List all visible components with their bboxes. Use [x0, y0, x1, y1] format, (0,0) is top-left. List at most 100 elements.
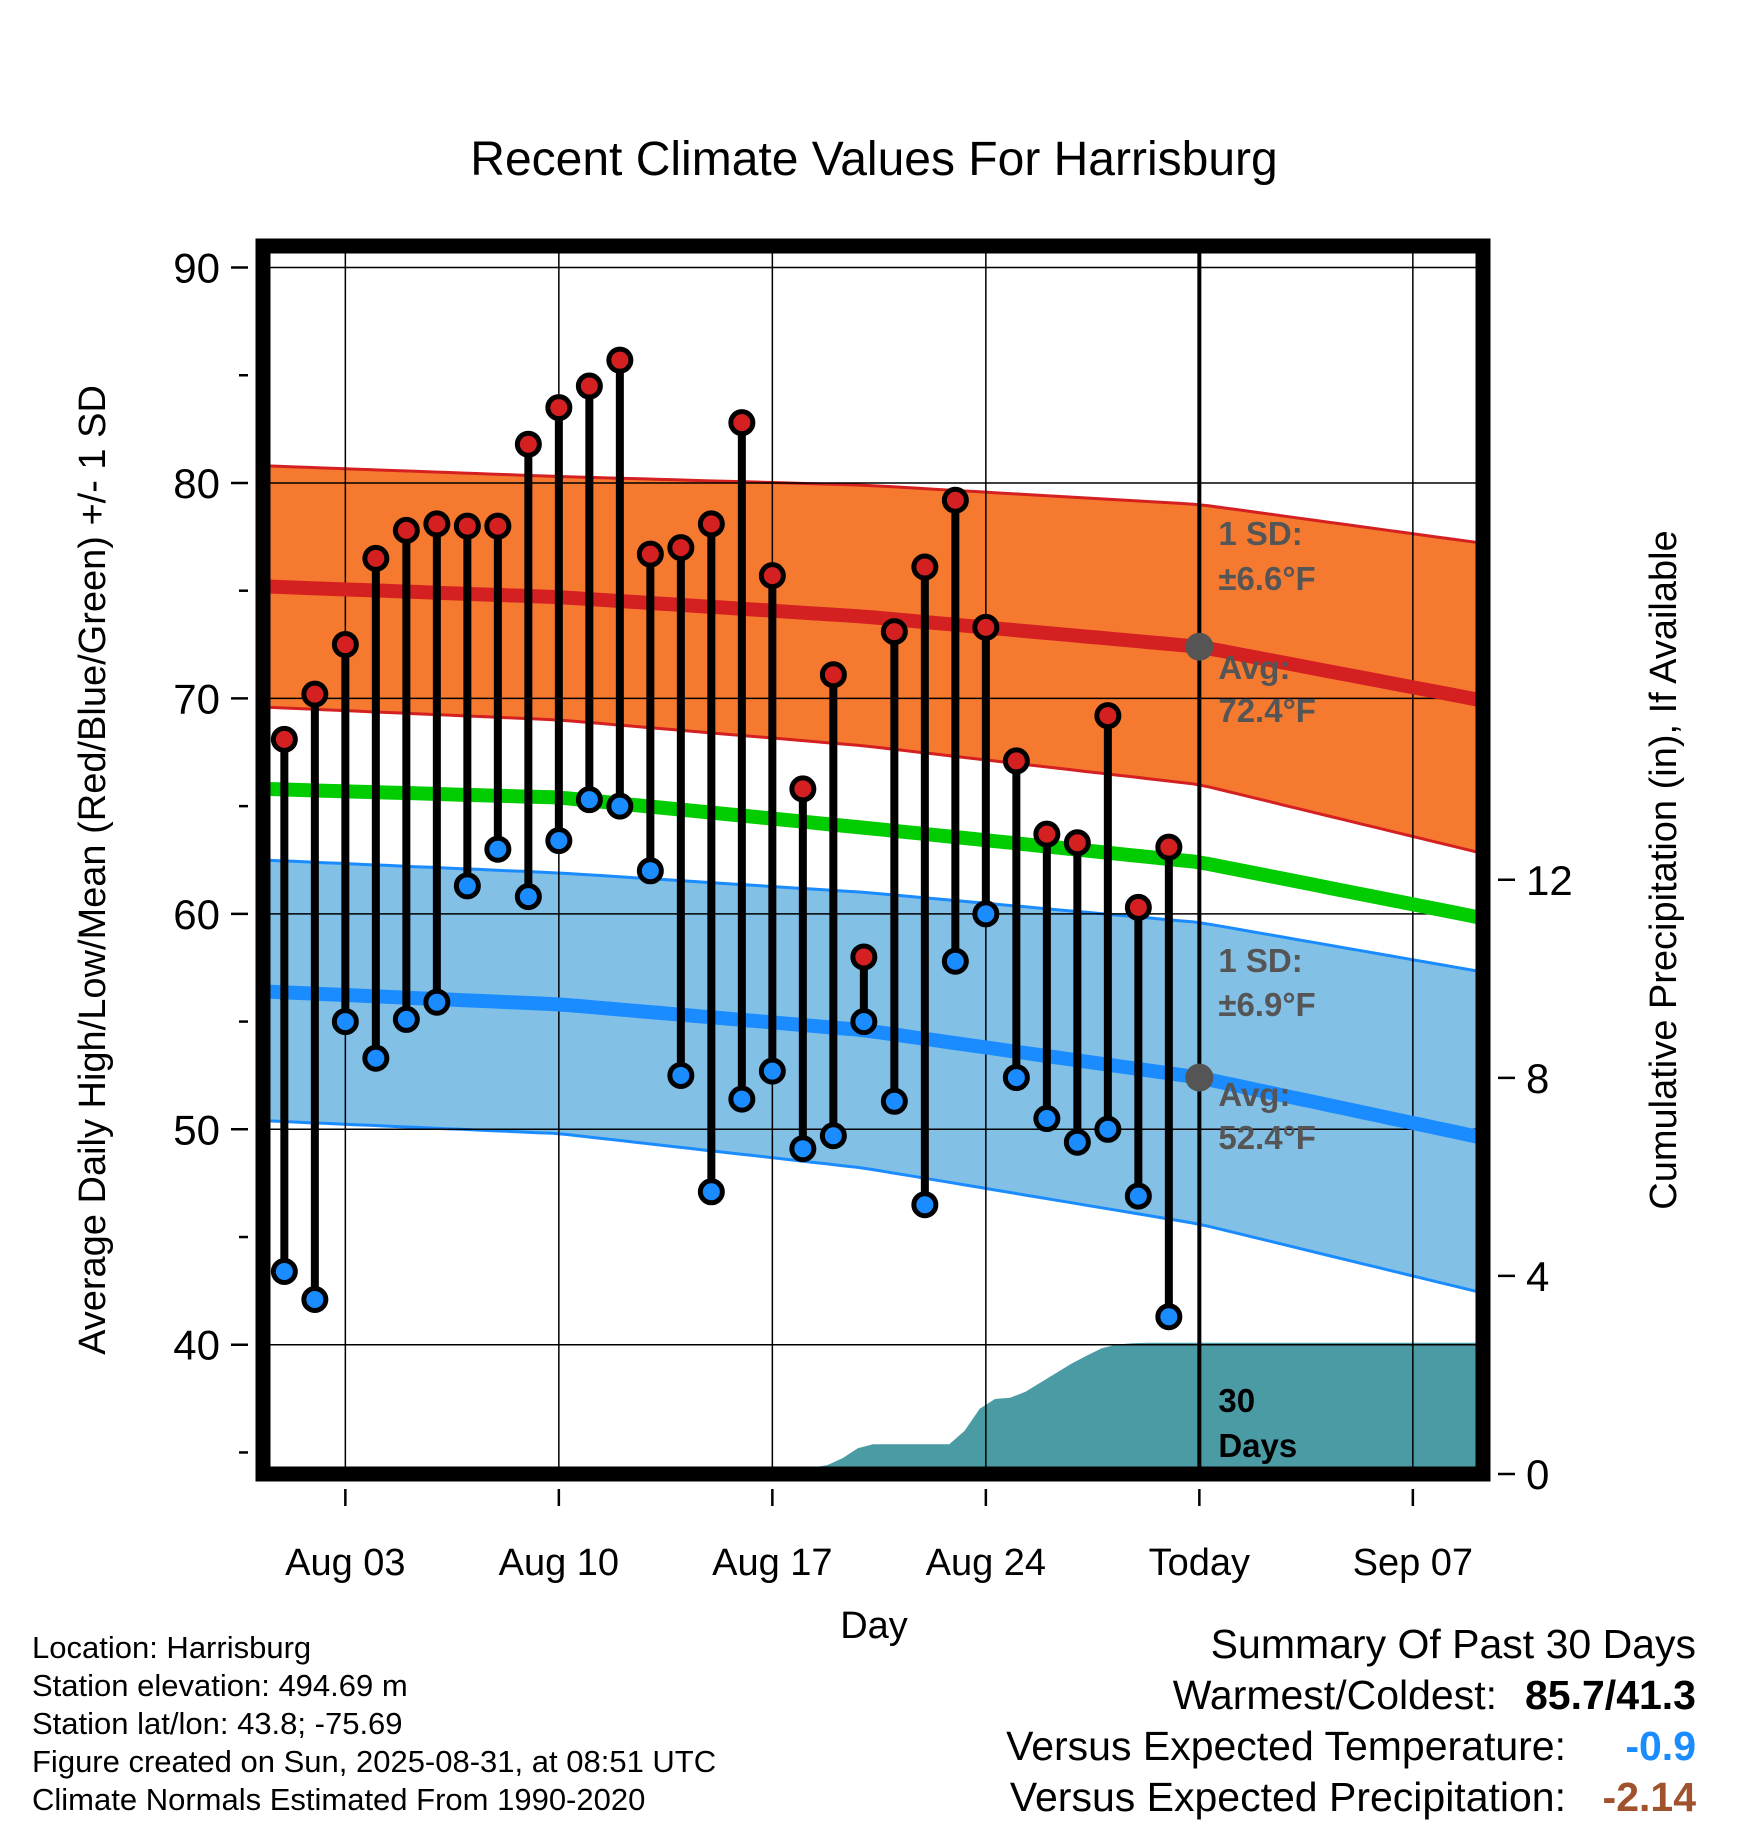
y-tick-label: 80 — [173, 460, 220, 507]
daily-high-point — [575, 372, 603, 400]
daily-high-point — [758, 562, 786, 590]
y2-tick-label: 4 — [1526, 1253, 1549, 1300]
daily-low-point — [911, 1191, 939, 1219]
daily-low-point — [392, 1005, 420, 1033]
high-sd-upper-line — [263, 464, 1483, 545]
warmest-label: Warmest/Coldest: — [1172, 1672, 1497, 1718]
daily-low-point — [270, 1257, 298, 1285]
daily-high-point — [1094, 702, 1122, 730]
daily-low-point — [1094, 1115, 1122, 1143]
low-avg-annotation-value: 52.4°F — [1218, 1119, 1316, 1156]
summary-panel: Summary Of Past 30 Days Warmest/Coldest:… — [1006, 1619, 1696, 1823]
normals-text: Climate Normals Estimated From 1990-2020 — [32, 1782, 646, 1817]
daily-high-point — [514, 430, 542, 458]
high-sd-annotation-value: ±6.6°F — [1218, 560, 1315, 597]
station-info: Location: Harrisburg Station elevation: … — [32, 1629, 716, 1819]
daily-high-point — [301, 680, 329, 708]
daily-high-point — [850, 943, 878, 971]
daily-low-point — [606, 792, 634, 820]
daily-high-point — [911, 553, 939, 581]
daily-low-point — [484, 835, 512, 863]
daily-low-point — [1002, 1064, 1030, 1092]
high-sd-annotation-label: 1 SD: — [1218, 515, 1302, 552]
daily-high-point — [1155, 833, 1183, 861]
daily-low-point — [789, 1135, 817, 1163]
daily-low-point — [1063, 1128, 1091, 1156]
y2-axis-label: Cumulative Precipitation (in), If Availa… — [1643, 530, 1685, 1209]
daily-high-point — [728, 409, 756, 437]
daily-high-point — [636, 540, 664, 568]
temp-vs-expected-value: -0.9 — [1625, 1723, 1696, 1769]
elevation-text: Station elevation: 494.69 m — [32, 1668, 408, 1703]
warmest-value: 85.7/41.3 — [1525, 1672, 1696, 1718]
daily-low-point — [331, 1008, 359, 1036]
daily-low-point — [667, 1061, 695, 1089]
daily-low-point — [880, 1087, 908, 1115]
daily-low-point — [301, 1285, 329, 1313]
x-tick-label: Aug 03 — [285, 1542, 405, 1584]
chart-title: Recent Climate Values For Harrisburg — [470, 133, 1277, 186]
precip-vs-expected-value: -2.14 — [1602, 1774, 1696, 1820]
days-annotation-label: Days — [1218, 1427, 1297, 1464]
latlon-text: Station lat/lon: 43.8; -75.69 — [32, 1706, 403, 1741]
created-text: Figure created on Sun, 2025-08-31, at 08… — [32, 1744, 717, 1779]
high-sd-band — [263, 465, 1483, 854]
precip-vs-expected-label: Versus Expected Precipitation: — [1009, 1774, 1566, 1820]
today-low-avg-point — [1185, 1063, 1214, 1092]
daily-low-point — [453, 872, 481, 900]
today-high-avg-point — [1185, 632, 1214, 661]
daily-high-point — [941, 486, 969, 514]
daily-high-point — [1033, 820, 1061, 848]
low-sd-band — [263, 860, 1483, 1293]
plot-frame — [255, 238, 1491, 1482]
y2-tick-label: 12 — [1526, 857, 1573, 904]
y-tick-label: 70 — [173, 675, 220, 722]
daily-low-point — [972, 900, 1000, 928]
daily-high-point — [789, 775, 817, 803]
y-axis-label: Average Daily High/Low/Mean (Red/Blue/Gr… — [72, 385, 114, 1355]
y-tick-label: 40 — [173, 1322, 220, 1369]
daily-high-point — [667, 534, 695, 562]
low-sd-annotation-value: ±6.9°F — [1218, 986, 1315, 1023]
x-axis-label: Day — [840, 1605, 908, 1647]
daily-high-point — [453, 512, 481, 540]
x-tick-label: Today — [1149, 1542, 1250, 1584]
x-tick-label: Aug 24 — [926, 1542, 1046, 1584]
summary-title: Summary Of Past 30 Days — [1210, 1621, 1696, 1667]
location-text: Location: Harrisburg — [32, 1630, 312, 1665]
daily-low-point — [575, 786, 603, 814]
daily-low-point — [423, 988, 451, 1016]
plot-area: 1 SD: ±6.6°F Avg: 72.4°F 1 SD: ±6.9°F Avg: 52.4… — [263, 246, 1483, 1474]
days-annotation-count: 30 — [1218, 1382, 1255, 1419]
x-tick-label: Sep 07 — [1353, 1542, 1473, 1584]
daily-low-point — [1124, 1182, 1152, 1210]
daily-low-point — [362, 1044, 390, 1072]
daily-high-point — [880, 618, 908, 646]
daily-high-point — [972, 613, 1000, 641]
daily-high-point — [819, 661, 847, 689]
daily-low-point — [941, 947, 969, 975]
daily-high-point — [606, 346, 634, 374]
daily-low-point — [728, 1085, 756, 1113]
temp-vs-expected-label: Versus Expected Temperature: — [1006, 1723, 1566, 1769]
high-avg-annotation-value: 72.4°F — [1218, 692, 1316, 729]
y-tick-label: 60 — [173, 891, 220, 938]
daily-low-point — [514, 883, 542, 911]
low-sd-annotation-label: 1 SD: — [1218, 942, 1302, 979]
daily-high-point — [1124, 893, 1152, 921]
daily-high-point — [392, 516, 420, 544]
daily-high-point — [484, 512, 512, 540]
daily-low-point — [697, 1178, 725, 1206]
y-tick-label: 50 — [173, 1106, 220, 1153]
daily-low-point — [819, 1122, 847, 1150]
daily-high-point — [697, 510, 725, 538]
daily-high-point — [423, 510, 451, 538]
daily-high-point — [362, 544, 390, 572]
daily-low-point — [1155, 1303, 1183, 1331]
daily-high-point — [545, 394, 573, 422]
daily-high-point — [1002, 747, 1030, 775]
daily-low-point — [1033, 1105, 1061, 1133]
daily-high-point — [331, 631, 359, 659]
daily-low-point — [545, 827, 573, 855]
